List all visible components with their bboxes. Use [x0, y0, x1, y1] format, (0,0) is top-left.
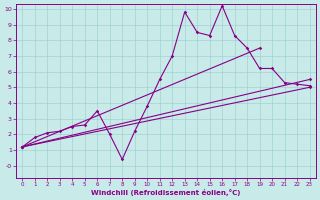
X-axis label: Windchill (Refroidissement éolien,°C): Windchill (Refroidissement éolien,°C) [91, 189, 241, 196]
